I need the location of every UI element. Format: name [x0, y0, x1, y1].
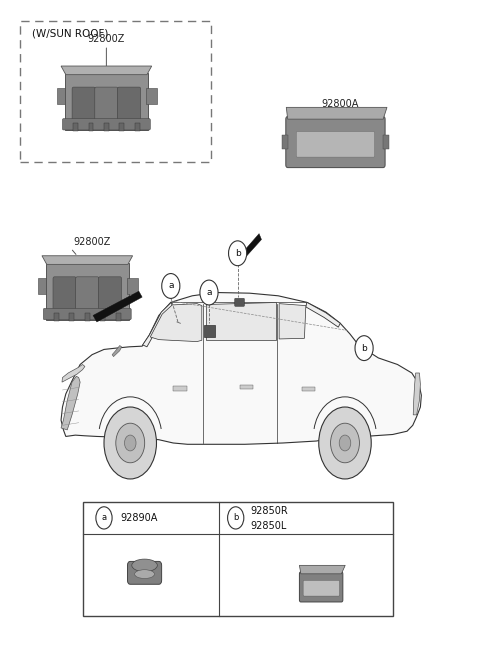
FancyBboxPatch shape: [118, 87, 141, 124]
Polygon shape: [150, 304, 202, 342]
Circle shape: [162, 273, 180, 298]
Text: 92800Z: 92800Z: [73, 237, 110, 247]
Polygon shape: [42, 256, 132, 264]
Bar: [89, 123, 93, 131]
Text: 92800A: 92800A: [321, 99, 359, 109]
Polygon shape: [143, 302, 172, 347]
Text: (W/SUN ROOF): (W/SUN ROOF): [33, 29, 109, 39]
FancyBboxPatch shape: [146, 89, 157, 104]
Circle shape: [96, 507, 112, 529]
FancyBboxPatch shape: [235, 298, 244, 306]
FancyBboxPatch shape: [98, 277, 121, 313]
Bar: [83, 502, 393, 616]
Text: b: b: [235, 249, 240, 258]
FancyBboxPatch shape: [204, 325, 215, 337]
Text: a: a: [101, 513, 107, 522]
Bar: [116, 313, 120, 321]
Bar: [104, 123, 109, 131]
Circle shape: [331, 423, 360, 463]
Polygon shape: [279, 304, 306, 339]
Polygon shape: [286, 107, 387, 119]
Bar: [302, 387, 315, 392]
Polygon shape: [205, 302, 276, 340]
FancyBboxPatch shape: [43, 308, 131, 320]
FancyBboxPatch shape: [37, 278, 46, 294]
FancyBboxPatch shape: [46, 263, 129, 320]
Text: a: a: [206, 288, 212, 297]
Polygon shape: [413, 373, 420, 415]
Bar: [173, 386, 187, 391]
FancyBboxPatch shape: [128, 562, 162, 584]
Bar: [282, 135, 288, 149]
FancyBboxPatch shape: [95, 87, 118, 124]
Polygon shape: [61, 292, 421, 444]
FancyBboxPatch shape: [62, 119, 150, 130]
Polygon shape: [239, 234, 262, 261]
Circle shape: [104, 407, 156, 479]
Polygon shape: [61, 376, 80, 430]
FancyBboxPatch shape: [286, 116, 385, 168]
FancyBboxPatch shape: [296, 131, 374, 157]
Polygon shape: [61, 66, 152, 75]
Polygon shape: [112, 346, 121, 357]
FancyBboxPatch shape: [127, 278, 138, 294]
Circle shape: [228, 507, 244, 529]
Bar: [135, 123, 140, 131]
FancyBboxPatch shape: [65, 74, 148, 130]
Polygon shape: [306, 302, 340, 327]
FancyBboxPatch shape: [72, 87, 95, 124]
FancyBboxPatch shape: [76, 277, 99, 313]
Ellipse shape: [132, 559, 157, 572]
FancyBboxPatch shape: [303, 580, 339, 596]
Bar: [73, 123, 78, 131]
Circle shape: [228, 241, 247, 265]
Polygon shape: [300, 565, 345, 574]
Circle shape: [200, 280, 218, 305]
Bar: [21, 21, 211, 162]
Bar: [100, 313, 105, 321]
Polygon shape: [93, 291, 142, 322]
Bar: [383, 135, 389, 149]
Bar: [54, 313, 59, 321]
Circle shape: [116, 423, 144, 463]
FancyBboxPatch shape: [300, 572, 343, 602]
Circle shape: [124, 435, 136, 451]
Text: a: a: [168, 281, 174, 290]
Ellipse shape: [134, 570, 155, 578]
Text: 92890A: 92890A: [120, 513, 158, 523]
Text: b: b: [361, 344, 367, 353]
Polygon shape: [62, 365, 85, 382]
FancyBboxPatch shape: [53, 277, 76, 313]
Text: 92850R: 92850R: [250, 507, 288, 516]
Circle shape: [339, 435, 351, 451]
Text: 92850L: 92850L: [250, 521, 287, 531]
Circle shape: [355, 336, 373, 361]
Circle shape: [319, 407, 371, 479]
Bar: [85, 313, 90, 321]
Text: b: b: [233, 513, 239, 522]
Bar: [120, 123, 124, 131]
Bar: [240, 385, 253, 390]
Text: 92800Z: 92800Z: [88, 34, 125, 44]
FancyBboxPatch shape: [57, 89, 65, 104]
Bar: [70, 313, 74, 321]
